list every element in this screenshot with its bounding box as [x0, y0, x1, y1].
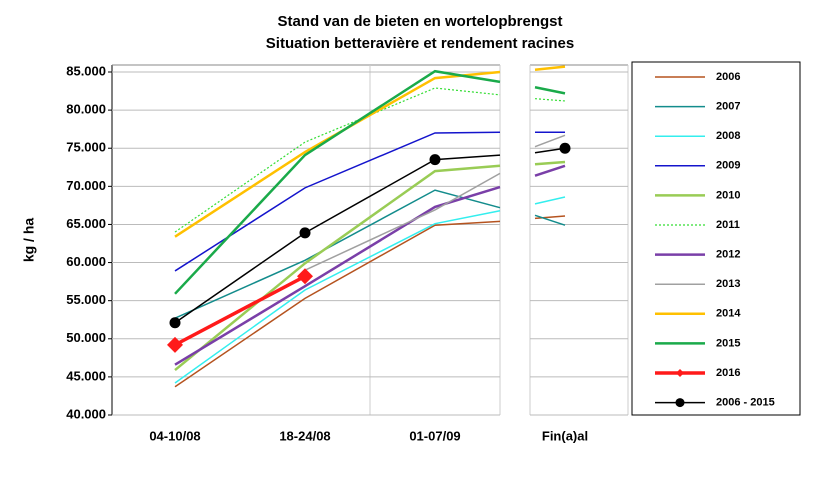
x-tick-label: Fin(a)al [542, 428, 588, 443]
series-line [174, 131, 565, 272]
series-line [174, 160, 566, 371]
marker [167, 336, 183, 353]
x-tick-label: 04-10/08 [149, 428, 200, 443]
legend-label: 2011 [716, 219, 740, 231]
legend-box [631, 61, 801, 416]
series-line [174, 215, 566, 388]
marker [299, 227, 311, 239]
legend-label: 2006 - 2015 [716, 397, 775, 409]
legend-label: 2016 [716, 367, 740, 379]
legend-marker [675, 398, 685, 408]
y-tick-label: 65.000 [66, 216, 106, 231]
x-tick-label: 01-07/09 [409, 428, 460, 443]
y-tick-label: 50.000 [66, 330, 106, 345]
series-line [174, 65, 566, 238]
marker [559, 142, 571, 154]
marker [169, 317, 181, 329]
legend-label: 2008 [716, 130, 740, 142]
series-line [174, 189, 566, 319]
series-line [304, 134, 566, 271]
marker [429, 154, 441, 166]
legend-label: 2010 [716, 189, 740, 201]
legend-label: 2009 [716, 160, 740, 172]
chart-subtitle: Situation betteravière et rendement raci… [266, 35, 574, 52]
x-tick-label: 18-24/08 [279, 428, 330, 443]
y-axis-label: kg / ha [21, 218, 37, 263]
legend-label: 2015 [716, 337, 740, 349]
y-tick-label: 55.000 [66, 292, 106, 307]
marker [297, 268, 313, 285]
y-tick-label: 70.000 [66, 178, 106, 193]
y-tick-label: 60.000 [66, 254, 106, 269]
y-tick-label: 45.000 [66, 368, 106, 383]
series-line [174, 69, 566, 295]
legend-label: 2014 [716, 308, 741, 320]
legend-label: 2007 [716, 101, 740, 113]
series-line [174, 164, 566, 366]
series-line [174, 274, 306, 347]
y-tick-label: 75.000 [66, 140, 106, 155]
legend-label: 2012 [716, 249, 740, 261]
y-tick-label: 80.000 [66, 102, 106, 117]
series-line [174, 196, 566, 384]
chart-title: Stand van de bieten en wortelopbrengst [277, 13, 562, 30]
y-tick-label: 85.000 [66, 63, 106, 78]
legend-label: 2013 [716, 278, 740, 290]
legend-marker [676, 369, 684, 377]
y-tick-label: 40.000 [66, 406, 106, 421]
legend-label: 2006 [716, 71, 740, 83]
